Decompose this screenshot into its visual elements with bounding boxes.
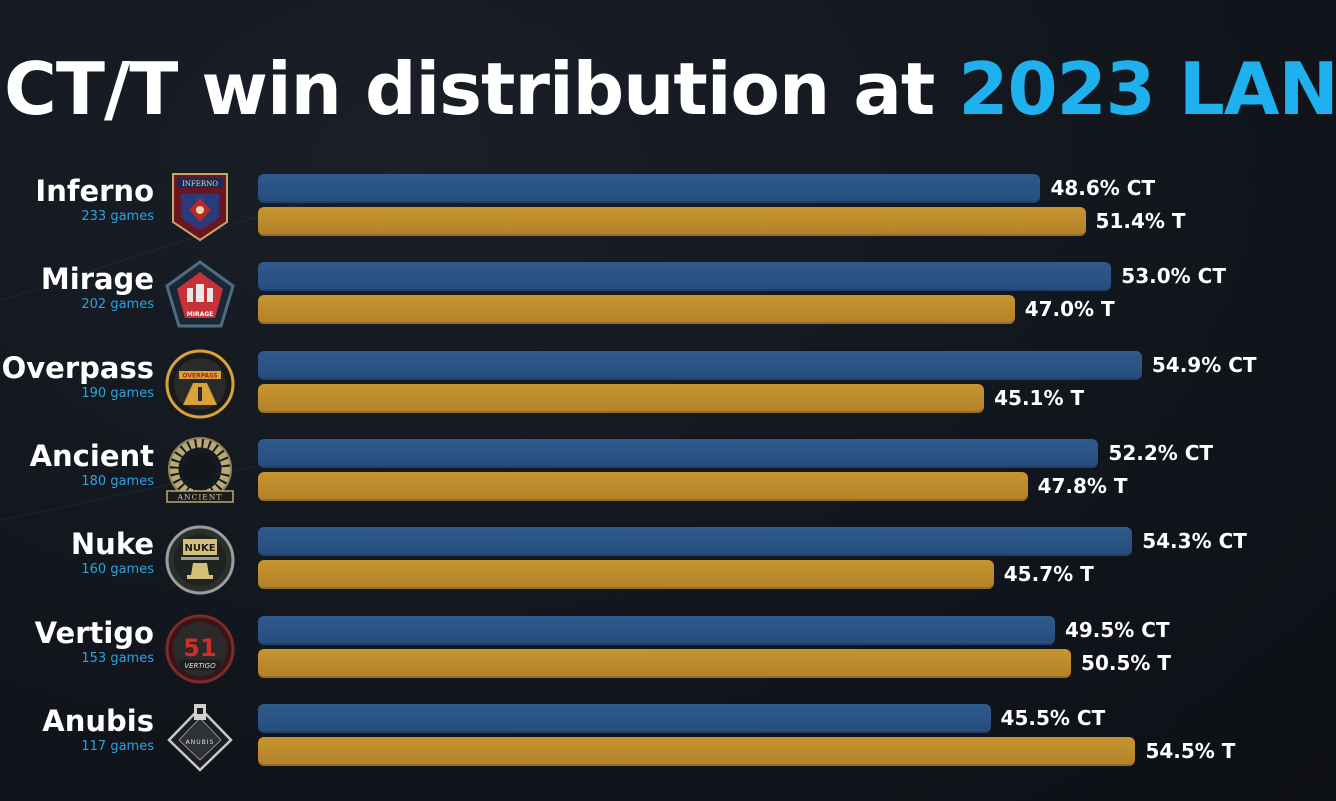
ct-bar [258,703,991,733]
ct-value-label: 49.5% CT [1064,617,1170,642]
map-game-count: 117 games [81,738,154,754]
map-game-count: 160 games [81,562,154,578]
map-name: Mirage [40,262,154,297]
t-bar [258,207,1086,236]
map-label: Ancient 180 games [0,439,154,491]
map-label: Nuke 160 games [0,527,154,579]
t-value-label: 47.8% T [1037,473,1128,498]
svg-text:NUKE: NUKE [184,543,215,554]
ct-value-label: 54.3% CT [1142,529,1247,554]
vertigo-emblem: 51 VERTIGO [163,612,237,686]
map-game-count: 202 games [81,297,154,313]
t-bar [258,471,1028,501]
ct-bar [258,615,1055,645]
map-game-count: 190 games [81,385,154,401]
chart-title: CT/T win distribution at 2023 LANs [4,44,1336,134]
t-value-label: 54.5% T [1145,738,1236,763]
ct-value-label: 52.2% CT [1108,440,1214,465]
t-bar [258,383,985,413]
map-label: Anubis 117 games [0,704,154,756]
svg-text:VERTIGO: VERTIGO [184,662,216,670]
t-bar [258,648,1072,678]
anubis-emblem: ANUBIS [163,700,237,774]
svg-text:ANCIENT: ANCIENT [177,492,223,501]
svg-text:ANUBIS: ANUBIS [186,739,215,746]
map-label: Vertigo 153 games [0,616,154,668]
t-value-label: 45.1% T [994,385,1085,410]
t-value-label: 47.0% T [1024,297,1115,322]
ct-value-label: 54.9% CT [1151,352,1257,377]
map-game-count: 233 games [81,209,154,224]
t-bar [258,736,1136,766]
ct-bar [258,262,1112,292]
map-name: Ancient [29,438,154,473]
svg-text:MIRAGE: MIRAGE [187,311,214,318]
ct-bar [258,350,1142,380]
svg-text:INFERNO: INFERNO [182,180,218,188]
t-bar [258,560,994,590]
t-value-label: 50.5% T [1081,650,1172,675]
map-game-count: 153 games [81,650,154,666]
map-game-count: 180 games [81,473,154,489]
ct-bar [258,527,1133,557]
title-highlight: 2023 LANs [958,47,1336,131]
title-main: CT/T win distribution at [4,47,959,131]
nuke-emblem: NUKE [163,523,237,597]
map-name: Overpass [1,350,154,385]
ct-bar [258,438,1099,468]
map-name: Nuke [70,527,154,562]
map-name: Inferno [35,174,154,208]
t-bar [258,295,1015,325]
ct-value-label: 45.5% CT [1000,705,1106,730]
ct-value-label: 53.0% CT [1121,264,1226,289]
inferno-emblem: INFERNO [163,170,237,244]
ct-bar [258,174,1041,203]
map-name: Vertigo [34,615,154,650]
map-label: Inferno 233 games [0,174,154,226]
t-value-label: 51.4% T [1095,209,1186,233]
ct-value-label: 48.6% CT [1050,176,1156,200]
t-value-label: 45.7% T [1003,562,1094,587]
svg-text:OVERPASS: OVERPASS [182,372,217,379]
ancient-emblem: ANCIENT [163,435,237,509]
mirage-emblem: MIRAGE [163,258,237,332]
overpass-emblem: OVERPASS [163,347,237,421]
svg-text:51: 51 [183,634,216,662]
map-label: Overpass 190 games [0,351,154,403]
map-name: Anubis [42,703,154,738]
map-label: Mirage 202 games [0,262,154,314]
